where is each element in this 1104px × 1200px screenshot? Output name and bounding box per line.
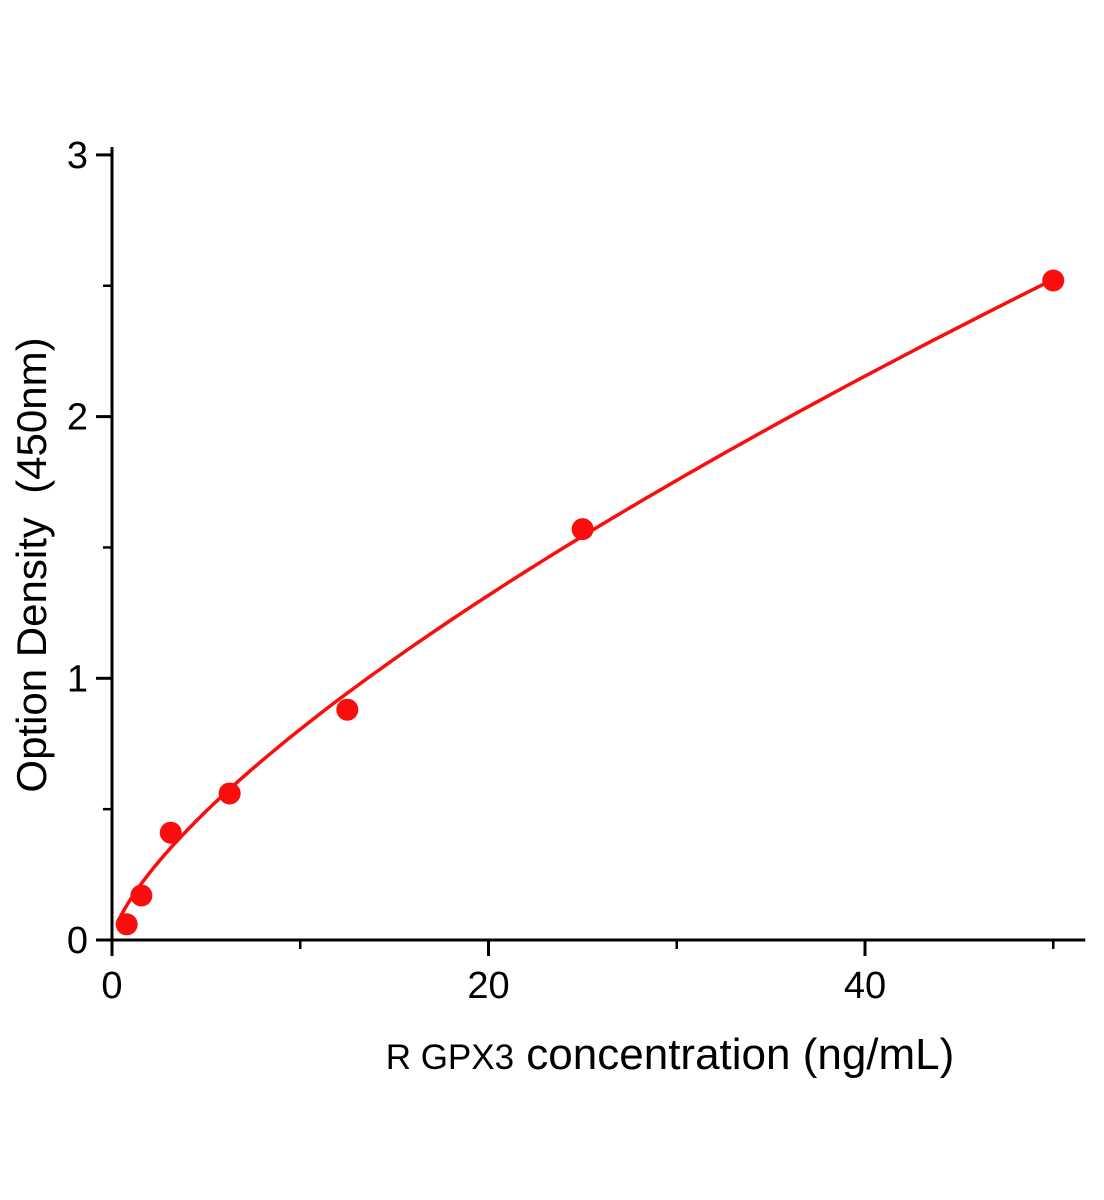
data-point — [115, 913, 138, 936]
y-tick-label: 1 — [67, 658, 88, 700]
fit-curve — [116, 277, 1056, 923]
data-point — [218, 782, 241, 805]
data-point — [571, 518, 594, 541]
x-tick-label: 20 — [467, 965, 509, 1007]
x-tick-label: 40 — [844, 965, 886, 1007]
x-axis-title: R GPX3 concentration (ng/mL) — [386, 1030, 955, 1080]
data-point — [159, 821, 182, 844]
x-tick-label: 0 — [101, 965, 122, 1007]
x-axis-title-prefix: R GPX3 — [385, 1038, 515, 1077]
axes — [110, 147, 1086, 942]
data-point — [1042, 269, 1065, 292]
y-axis-title: Option Density (450nm) — [8, 337, 55, 793]
data-point — [130, 884, 153, 907]
data-point — [336, 698, 359, 721]
y-tick-label: 3 — [67, 135, 88, 177]
y-tick-label: 2 — [67, 397, 88, 439]
y-tick-label: 0 — [67, 920, 88, 962]
x-axis-title-main: concentration (ng/mL) — [514, 1030, 955, 1079]
